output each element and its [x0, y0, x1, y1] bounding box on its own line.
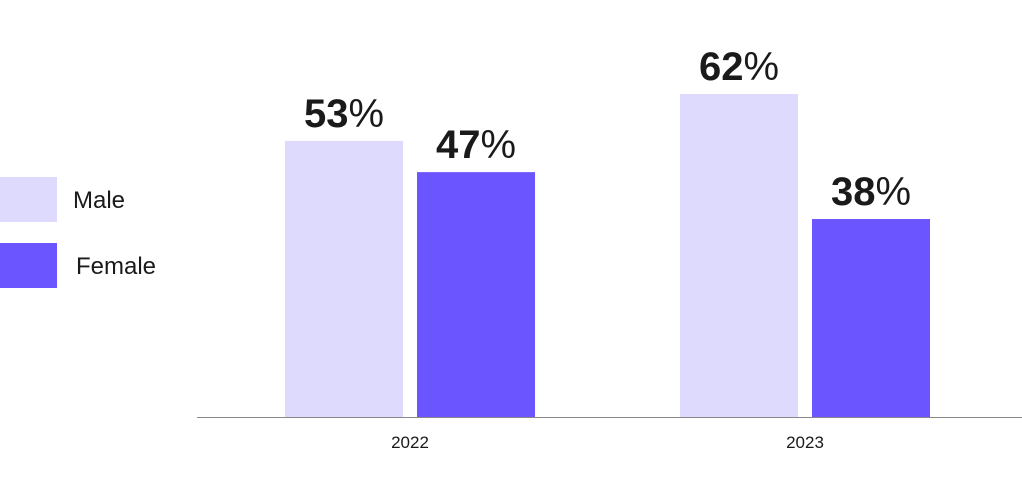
- data-label: 53%: [304, 92, 384, 136]
- legend-label: Male: [73, 187, 125, 214]
- data-label: 38%: [831, 170, 911, 214]
- data-label: 62%: [699, 45, 779, 89]
- data-label: 47%: [436, 123, 516, 167]
- bar: [285, 140, 403, 417]
- x-tick-label: 2022: [391, 433, 429, 452]
- x-tick-label: 2023: [786, 433, 824, 452]
- legend-label: Female: [76, 253, 156, 280]
- bar: [812, 219, 930, 417]
- legend-swatch: [0, 243, 57, 288]
- bar: [680, 93, 798, 417]
- legend-swatch: [0, 177, 57, 222]
- bar: [417, 172, 535, 417]
